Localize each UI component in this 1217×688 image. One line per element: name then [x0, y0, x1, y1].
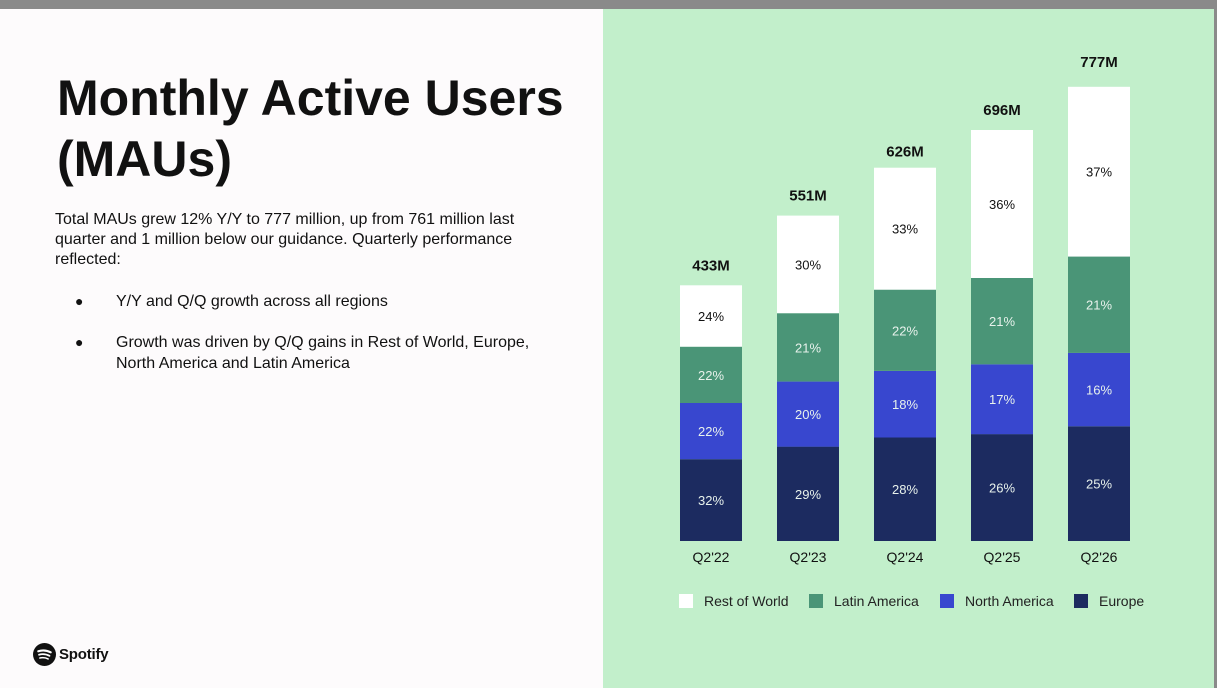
- bullet-marker: ●: [75, 293, 84, 309]
- bar-segment-latin-america: [777, 313, 839, 382]
- bar-segment-europe: [874, 437, 936, 541]
- bar-total-label: 626M: [886, 143, 924, 160]
- x-tick-label: Q2'22: [693, 549, 730, 565]
- bar-segment-north-america: [777, 381, 839, 447]
- bar-segment-latin-america: [971, 278, 1033, 365]
- bar-segment-latin-america: [680, 346, 742, 403]
- legend-swatch-rest-of-world: [679, 594, 693, 608]
- legend-swatch-europe: [1074, 594, 1088, 608]
- bar-segment-latin-america: [874, 289, 936, 371]
- bar-total-label: 777M: [1080, 54, 1118, 71]
- bar-segment-north-america: [874, 371, 936, 438]
- segment-label-europe: 26%: [989, 481, 1015, 496]
- bullet-marker: ●: [75, 334, 84, 350]
- mau-stacked-bar-chart: 32% 22% 22% 24% 433M Q2'22 29% 20% 21% 30% 551M Q2'…: [679, 54, 1144, 609]
- spotify-logo-icon: [33, 643, 56, 666]
- segment-label-rest-of-world: 36%: [989, 197, 1015, 212]
- window-top-bar: [0, 0, 1217, 9]
- segment-label-latin-america: 21%: [1086, 298, 1112, 313]
- bar-segment-europe: [680, 459, 742, 541]
- window-right-edge: [1214, 9, 1217, 688]
- bar-segment-rest-of-world: [874, 167, 936, 290]
- segment-label-rest-of-world: 33%: [892, 222, 918, 237]
- brand-name: Spotify: [59, 646, 109, 663]
- bar-segment-europe: [1068, 426, 1130, 541]
- bar-segment-rest-of-world: [680, 285, 742, 347]
- bullet-item: ● Growth was driven by Q/Q gains in Rest…: [75, 332, 535, 374]
- legend-swatch-north-america: [940, 594, 954, 608]
- bar-segment-europe: [971, 434, 1033, 541]
- bar-segment-north-america: [680, 402, 742, 460]
- bar-total-label: 696M: [983, 102, 1021, 119]
- segment-label-rest-of-world: 24%: [698, 309, 724, 324]
- segment-label-latin-america: 21%: [795, 340, 821, 355]
- segment-label-rest-of-world: 30%: [795, 257, 821, 272]
- bullet-list: ● Y/Y and Q/Q growth across all regions …: [75, 291, 535, 394]
- bar-segment-rest-of-world: [971, 130, 1033, 278]
- text-panel: [0, 9, 603, 688]
- bar-segment-europe: [777, 446, 839, 541]
- page-title: Monthly Active Users (MAUs): [57, 70, 564, 187]
- legend-swatch-latin-america: [809, 594, 823, 608]
- segment-label-europe: 25%: [1086, 477, 1112, 492]
- bar-segment-north-america: [971, 364, 1033, 435]
- legend-label-latin-america: Latin America: [834, 593, 919, 609]
- bar-segment-north-america: [1068, 352, 1130, 427]
- x-tick-label: Q2'24: [887, 549, 924, 565]
- segment-label-europe: 29%: [795, 487, 821, 502]
- segment-label-rest-of-world: 37%: [1086, 165, 1112, 180]
- bullet-text: Y/Y and Q/Q growth across all regions: [116, 293, 388, 310]
- legend-label-europe: Europe: [1099, 593, 1144, 609]
- legend-label-rest-of-world: Rest of World: [704, 593, 789, 609]
- bullet-text: Growth was driven by Q/Q gains in Rest o…: [116, 334, 530, 372]
- segment-label-north-america: 22%: [698, 424, 724, 439]
- segment-label-north-america: 16%: [1086, 383, 1112, 398]
- x-tick-label: Q2'23: [790, 549, 827, 565]
- bar-segment-rest-of-world: [777, 215, 839, 314]
- bar-total-label: 551M: [789, 188, 827, 205]
- segment-label-north-america: 20%: [795, 407, 821, 422]
- segment-label-latin-america: 22%: [892, 323, 918, 338]
- segment-label-latin-america: 21%: [989, 314, 1015, 329]
- spotify-logo: Spotify: [33, 643, 109, 666]
- x-tick-label: Q2'26: [1081, 549, 1118, 565]
- segment-label-latin-america: 22%: [698, 368, 724, 383]
- summary-text: Total MAUs grew 12% Y/Y to 777 million, …: [55, 211, 515, 268]
- segment-label-north-america: 18%: [892, 397, 918, 412]
- bar-segment-rest-of-world: [1068, 86, 1130, 257]
- segment-label-north-america: 17%: [989, 392, 1015, 407]
- segment-label-europe: 32%: [698, 493, 724, 508]
- segment-label-europe: 28%: [892, 482, 918, 497]
- legend-label-north-america: North America: [965, 593, 1054, 609]
- bar-segment-latin-america: [1068, 256, 1130, 353]
- bullet-item: ● Y/Y and Q/Q growth across all regions: [75, 291, 535, 312]
- bar-total-label: 433M: [692, 257, 730, 274]
- x-tick-label: Q2'25: [984, 549, 1021, 565]
